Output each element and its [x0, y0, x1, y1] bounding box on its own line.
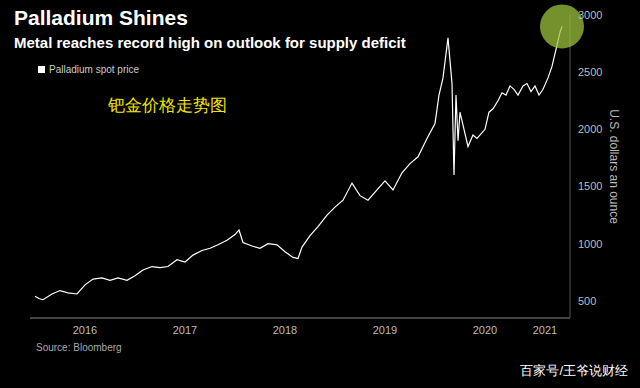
html-text:Palladium spot price: Palladium spot price [49, 64, 139, 75]
svg-text:U.S. dollars an ounce: U.S. dollars an ounce [607, 109, 621, 224]
html-text:Palladium Shines: Palladium Shines [14, 6, 188, 29]
svg-text:2016: 2016 [73, 324, 97, 336]
svg-text:3000: 3000 [578, 9, 602, 21]
html-text:Source: Bloomberg: Source: Bloomberg [36, 342, 122, 353]
html-text:钯金价格走势图: 钯金价格走势图 [108, 96, 227, 115]
svg-text:1000: 1000 [578, 238, 602, 250]
svg-text:2018: 2018 [273, 324, 297, 336]
svg-text:2017: 2017 [173, 324, 197, 336]
svg-text:1500: 1500 [578, 180, 602, 192]
svg-text:500: 500 [578, 295, 596, 307]
svg-text:2020: 2020 [473, 324, 497, 336]
html-text:百家号/王爷说财经: 百家号/王爷说财经 [520, 363, 628, 378]
svg-text:2021: 2021 [533, 324, 557, 336]
svg-text:2000: 2000 [578, 123, 602, 135]
html-text:Metal reaches record high on o: Metal reaches record high on outlook for… [14, 34, 406, 51]
svg-text:2019: 2019 [373, 324, 397, 336]
svg-text:2500: 2500 [578, 66, 602, 78]
